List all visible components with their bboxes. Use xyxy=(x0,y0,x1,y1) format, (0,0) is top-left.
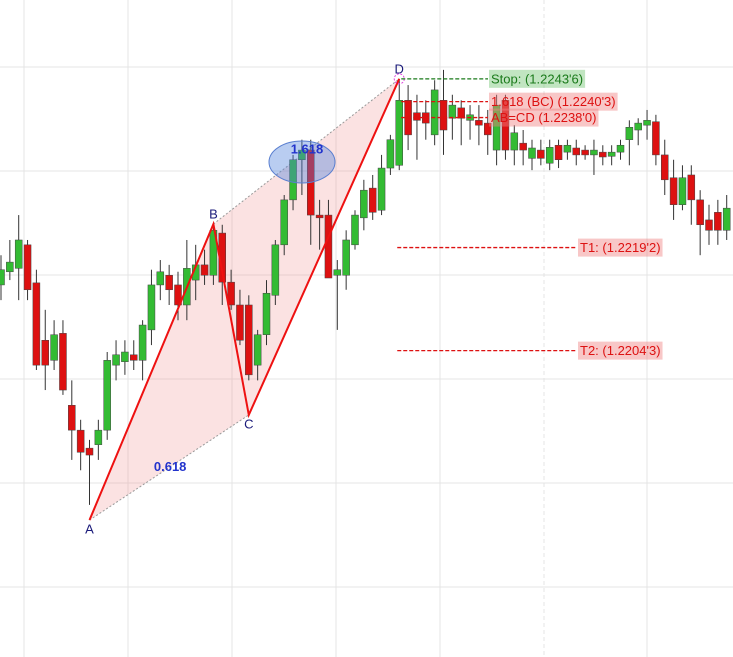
candle-body xyxy=(519,142,527,151)
candle-body xyxy=(50,334,58,361)
candle-body xyxy=(537,149,545,159)
candle-body xyxy=(510,132,519,151)
candle-body xyxy=(457,107,465,119)
candle-body xyxy=(245,304,253,376)
candle-body xyxy=(430,89,439,136)
candle-body xyxy=(501,100,510,151)
level-label-bg xyxy=(489,108,599,127)
candle-body xyxy=(156,271,165,286)
candle-body xyxy=(0,269,5,286)
candle-body xyxy=(395,100,403,166)
pattern-fill xyxy=(213,78,400,415)
candle-body xyxy=(360,189,368,219)
candle-body xyxy=(661,154,669,181)
candle-body xyxy=(413,112,421,121)
candle-body xyxy=(121,351,129,362)
pattern-line xyxy=(88,78,401,521)
candle-body xyxy=(696,199,704,226)
level-label: AB=CD (1.2238'0) xyxy=(491,110,596,125)
candle-body xyxy=(262,292,271,335)
candle-body xyxy=(705,219,713,231)
point-label: B xyxy=(209,207,218,222)
point-label: D xyxy=(395,61,404,76)
candle-body xyxy=(165,274,173,291)
candle-body xyxy=(94,429,103,445)
candle-body xyxy=(563,144,572,153)
level-label-bg xyxy=(489,69,586,88)
candle-body xyxy=(200,264,209,276)
candle-body xyxy=(652,121,660,156)
candle-body xyxy=(634,122,642,131)
candle-body xyxy=(669,177,678,205)
candle-body xyxy=(68,405,76,431)
candle-body xyxy=(23,244,32,291)
ratio-label: 1.618 xyxy=(291,141,324,156)
candle-body xyxy=(528,147,536,159)
candle-body xyxy=(59,333,67,391)
candle-body xyxy=(572,147,580,156)
candle-body xyxy=(554,144,563,161)
level-label-bg xyxy=(578,238,663,257)
candle-body xyxy=(333,269,342,276)
pattern-fill xyxy=(89,224,249,521)
candle-body xyxy=(76,429,85,453)
candle-body xyxy=(377,167,386,211)
candle-body xyxy=(271,244,280,296)
ratio-label: 0.618 xyxy=(154,459,187,474)
candle-body xyxy=(351,214,359,246)
candle-body xyxy=(236,304,244,341)
candle-body xyxy=(643,120,651,126)
level-label: Stop: (1.2243'6) xyxy=(491,71,583,86)
candle-body xyxy=(607,151,616,157)
candle-body xyxy=(280,199,288,246)
candle-body xyxy=(6,261,14,273)
candle-body xyxy=(368,187,377,213)
candle-body xyxy=(130,354,138,361)
level-label: T1: (1.2219'2) xyxy=(580,240,661,255)
candle-body xyxy=(599,151,607,158)
candle-body xyxy=(138,324,147,361)
candle-body xyxy=(545,147,554,164)
candle-body xyxy=(386,139,395,169)
candle-body xyxy=(289,159,297,201)
candle-body xyxy=(174,284,182,306)
candle-body xyxy=(484,122,492,136)
level-label-bg xyxy=(578,341,663,360)
candle-body xyxy=(41,340,49,366)
candle-body xyxy=(298,149,306,161)
candle-body xyxy=(32,282,41,366)
pattern-guide xyxy=(213,78,400,225)
candle-body xyxy=(14,239,23,269)
candle-body xyxy=(590,149,598,156)
candle-body xyxy=(342,239,350,276)
candle-body xyxy=(616,144,625,153)
candle-body xyxy=(625,127,634,140)
candle-body xyxy=(85,447,94,456)
candle-body xyxy=(714,212,722,231)
candle-body xyxy=(687,174,696,201)
candle-body xyxy=(448,104,457,119)
candle-body xyxy=(147,284,156,331)
candle-body xyxy=(722,207,731,231)
candle-body xyxy=(492,104,501,151)
level-label: T2: (1.2204'3) xyxy=(580,343,661,358)
candle-body xyxy=(253,334,262,366)
point-label: A xyxy=(85,522,94,537)
candle-body xyxy=(581,149,589,156)
level-label-bg xyxy=(489,92,618,111)
candle-body xyxy=(324,214,333,279)
candle-body xyxy=(475,120,483,126)
level-label: 1.618 (BC) (1.2240'3) xyxy=(491,94,616,109)
candle-body xyxy=(103,360,111,431)
candle-body xyxy=(439,100,448,131)
candle-body xyxy=(227,281,235,306)
candle-body xyxy=(678,177,687,205)
highlight xyxy=(268,140,336,184)
candle-body xyxy=(315,214,324,219)
point-label: C xyxy=(244,416,253,431)
candle-body xyxy=(112,354,120,366)
candle-body xyxy=(209,230,218,276)
